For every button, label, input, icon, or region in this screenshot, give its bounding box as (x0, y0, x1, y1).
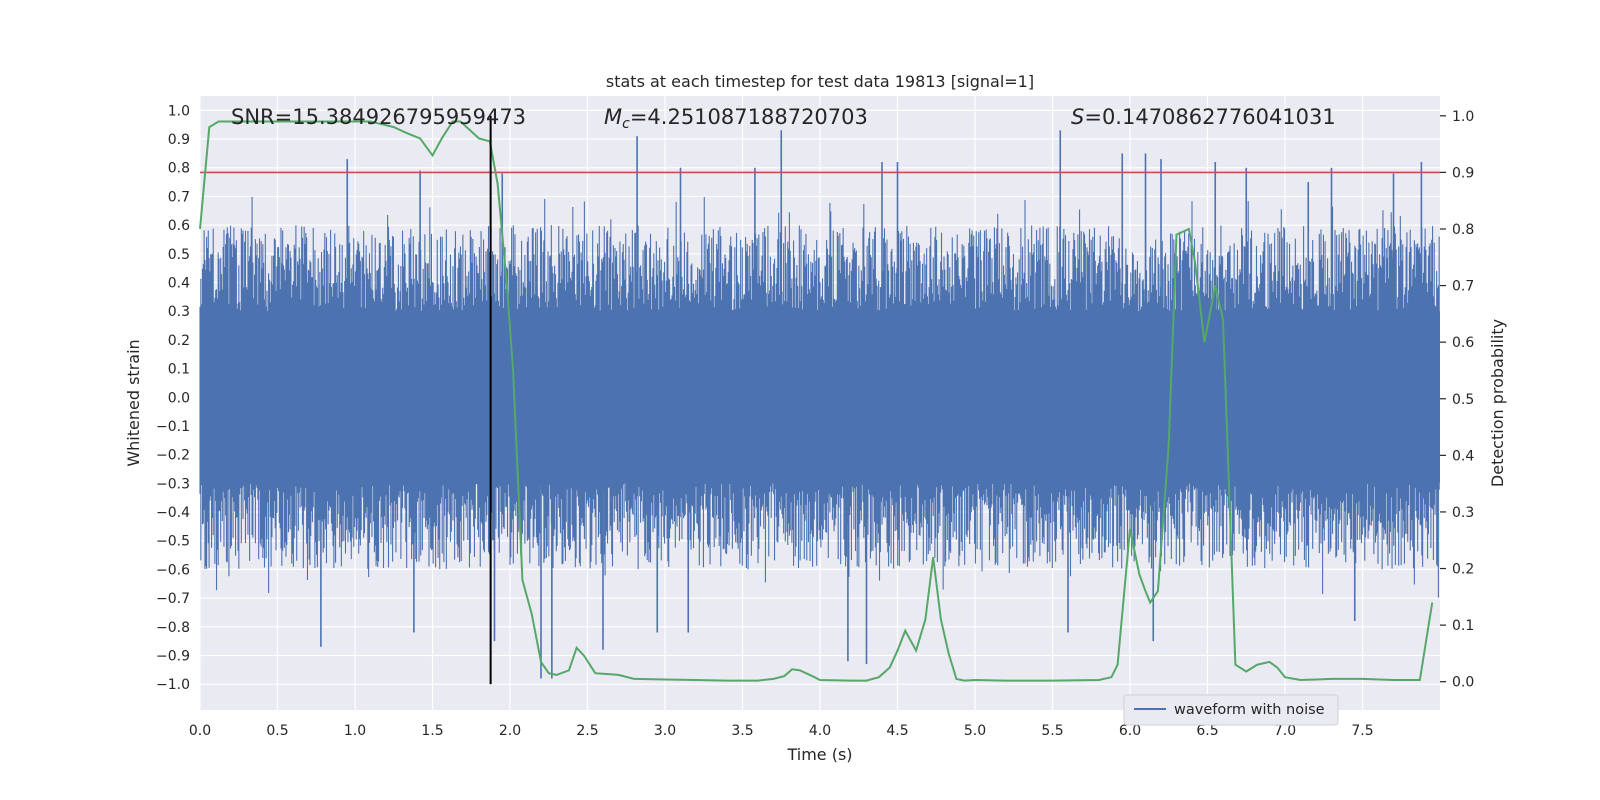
y-tick-label-left: 0.9 (168, 132, 190, 148)
x-tick-label: 5.0 (964, 723, 986, 739)
legend-box (1123, 694, 1339, 726)
x-tick-label: 7.0 (1274, 723, 1296, 739)
x-axis-label: Time (s) (786, 745, 852, 764)
y-tick-label-left: 0.7 (168, 189, 190, 205)
s-symbol: S (1071, 105, 1084, 129)
chirp-mass-value: =4.251087188720703 (630, 105, 868, 129)
y-tick-label-left: 0.4 (168, 275, 190, 291)
y-tick-label-left: 0.5 (168, 247, 190, 263)
y-tick-label-left: −0.8 (156, 620, 190, 636)
left-axis-ticks: 1.0 0.9 0.8 0.7 0.6 0.5 0.4 0.3 0.2 0.1 0.0 −0.1 −0.… (156, 103, 190, 693)
y-tick-label-left: −0.9 (156, 648, 190, 664)
chirp-mass-annotation: Mc=4.251087188720703 (604, 105, 868, 132)
x-tick-label: 6.0 (1119, 723, 1141, 739)
x-tick-label: 2.0 (499, 723, 521, 739)
x-axis-ticks: 0.0 0.5 1.0 1.5 2.0 2.5 3.0 3.5 4.0 4.5 5.0 5.5 6.0 6… (189, 723, 1374, 739)
y-tick-label-right: 0.8 (1452, 222, 1474, 238)
right-axis-ticks: 1.0 0.9 0.8 0.7 0.6 0.5 0.4 0.3 0.2 0.1 0.0 (1440, 109, 1474, 691)
y-tick-label-left: 1.0 (168, 103, 190, 119)
x-tick-label: 7.5 (1351, 723, 1373, 739)
y-tick-label-right: 0.2 (1452, 562, 1474, 578)
x-tick-label: 4.5 (886, 723, 908, 739)
y-tick-label-left: 0.8 (168, 161, 190, 177)
waveform-series (199, 130, 1440, 679)
x-tick-label: 3.5 (731, 723, 753, 739)
y-tick-label-right: 0.4 (1452, 448, 1474, 464)
y-tick-label-right: 1.0 (1452, 109, 1474, 125)
x-tick-label: 5.5 (1041, 723, 1063, 739)
chart-title: stats at each timestep for test data 198… (606, 72, 1034, 91)
y-tick-label-right: 0.5 (1452, 392, 1474, 408)
s-value: =0.1470862776041031 (1084, 105, 1335, 129)
y-tick-label-right: 0.9 (1452, 165, 1474, 181)
y-tick-label-left: 0.2 (168, 333, 190, 349)
x-tick-label: 6.5 (1196, 723, 1218, 739)
y-tick-label-right: 0.0 (1452, 675, 1474, 691)
y-tick-label-left: 0.6 (168, 218, 190, 234)
y-tick-label-right: 0.7 (1452, 279, 1474, 295)
y-tick-label-left: −1.0 (156, 677, 190, 693)
y-tick-label-left: −0.4 (156, 505, 190, 521)
y-tick-label-left: 0.3 (168, 304, 190, 320)
y-tick-label-left: 0.1 (168, 362, 190, 378)
probability-series (199, 120, 1434, 682)
y-tick-label-left: −0.2 (156, 448, 190, 464)
y-tick-label-left: −0.3 (156, 476, 190, 492)
y-tick-label-left: −0.6 (156, 562, 190, 578)
x-tick-label: 3.0 (654, 723, 676, 739)
y-axis-label-right: Detection probability (1488, 319, 1507, 487)
x-tick-label: 0.0 (189, 723, 211, 739)
x-tick-label: 0.5 (266, 723, 288, 739)
x-tick-label: 1.0 (344, 723, 366, 739)
snr-annotation: SNR=15.384926795959473 (231, 105, 526, 129)
y-tick-label-left: −0.5 (156, 534, 190, 550)
x-tick-label: 4.0 (809, 723, 831, 739)
chirp-mass-symbol: M (604, 105, 622, 129)
y-tick-label-left: 0.0 (168, 390, 190, 406)
chirp-mass-subscript: c (622, 116, 630, 132)
x-tick-label: 2.5 (576, 723, 598, 739)
y-tick-label-right: 0.3 (1452, 505, 1474, 521)
probability-line (199, 120, 1434, 682)
y-axis-label-left: Whitened strain (124, 339, 143, 466)
y-tick-label-right: 0.6 (1452, 335, 1474, 351)
legend-label: waveform with noise (1174, 702, 1325, 718)
legend: waveform with noise (1123, 694, 1339, 726)
x-tick-label: 1.5 (421, 723, 443, 739)
s-annotation: S=0.1470862776041031 (1071, 105, 1336, 129)
waveform-line (199, 196, 1440, 598)
y-tick-label-left: −0.1 (156, 419, 190, 435)
y-tick-label-right: 0.1 (1452, 618, 1474, 634)
y-tick-label-left: −0.7 (156, 591, 190, 607)
